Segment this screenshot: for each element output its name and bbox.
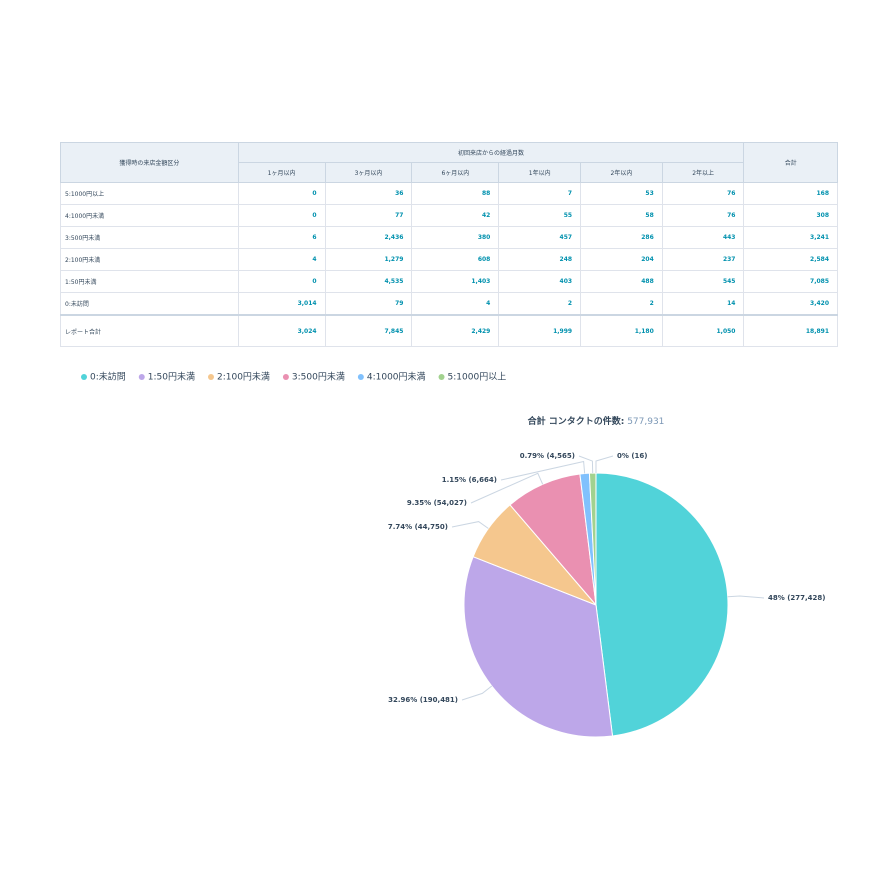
table-row: 1:50円未満 0 4,535 1,403 403 488 545 7,085 xyxy=(60,270,838,293)
legend-label: 4:1000円未満 xyxy=(367,371,426,383)
legend-swatch xyxy=(438,374,445,380)
column-header: 3ヶ月以内 xyxy=(324,162,413,183)
legend-swatch xyxy=(138,374,145,380)
column-header: 6ヶ月以内 xyxy=(411,162,500,183)
legend-label: 1:50円未満 xyxy=(148,371,195,383)
legend-label: 5:1000円以上 xyxy=(448,372,507,383)
table-row: 4:1000円未満 0 77 42 55 58 76 308 xyxy=(60,204,838,227)
leader-line xyxy=(500,460,586,481)
leader-line xyxy=(578,455,594,474)
cell: 4,535 xyxy=(324,270,413,293)
cell: 7,845 xyxy=(324,314,413,347)
cell: 3,024 xyxy=(237,314,326,347)
cell: 1,403 xyxy=(411,270,500,293)
leader-line xyxy=(461,685,493,701)
cell: 42 xyxy=(411,204,500,227)
table-row: レポート合計 3,024 7,845 2,429 1,999 1,180 1,050 18,8… xyxy=(60,314,838,347)
legend-swatch xyxy=(282,374,289,380)
data-label: 48% (277,428) xyxy=(768,594,825,602)
chart-total: 577,931 xyxy=(627,417,664,427)
table-row: 0:未訪問 3,014 79 4 2 2 14 3,420 xyxy=(60,292,838,316)
legend-label: 0:未訪問 xyxy=(90,371,126,383)
legend-label: 3:500円未満 xyxy=(292,371,345,383)
data-label: 1.15% (6,664) xyxy=(442,476,497,484)
data-label: 7.74% (44,750) xyxy=(388,523,448,531)
corner-header: 獲得時の来店金額区分 xyxy=(60,142,239,183)
data-label: 0% (16) xyxy=(617,452,647,460)
pie-slice xyxy=(463,556,614,738)
leader-line xyxy=(595,455,614,474)
data-label: 32.96% (190,481) xyxy=(388,696,458,704)
chart-title: 合計 コンタクトの件数: 577,931 xyxy=(528,415,665,427)
data-label: 9.35% (54,027) xyxy=(407,499,467,507)
row-total: 18,891 xyxy=(743,314,838,347)
cell: 1,050 xyxy=(661,314,745,347)
report-table: 獲得時の来店金額区分 初回来店からの経過月数 合計 1ヶ月以内 3ヶ月以内 6ヶ月以… xyxy=(60,142,838,347)
chart-title-main: 合計 コンタクトの件数: xyxy=(528,415,625,427)
table-row: 3:500円未満 6 2,436 380 457 286 443 3,241 xyxy=(60,226,838,249)
row-label: レポート合計 xyxy=(60,314,239,347)
legend-label: 2:100円未満 xyxy=(217,371,270,383)
legend-swatch xyxy=(207,374,214,380)
row-total: 7,085 xyxy=(743,270,838,293)
cell: 1,999 xyxy=(498,314,582,347)
pie-slice xyxy=(509,473,597,607)
legend-swatch xyxy=(81,374,87,380)
legend-swatch xyxy=(357,374,364,380)
cell: 545 xyxy=(661,270,745,293)
pie-slice xyxy=(595,472,729,737)
leader-line xyxy=(727,595,765,599)
cell: 2,429 xyxy=(411,314,500,347)
data-label: 0.79% (4,565) xyxy=(520,452,575,460)
leader-line xyxy=(451,521,489,529)
column-header: 2年以内 xyxy=(580,162,663,183)
leader-line xyxy=(470,472,544,504)
